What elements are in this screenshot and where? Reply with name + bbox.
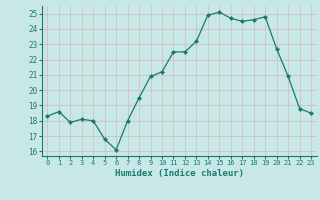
X-axis label: Humidex (Indice chaleur): Humidex (Indice chaleur): [115, 169, 244, 178]
